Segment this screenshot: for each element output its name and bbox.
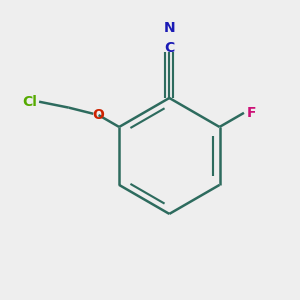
Text: N: N [164,21,175,35]
Text: O: O [93,108,104,122]
Text: F: F [246,106,256,120]
Text: Cl: Cl [23,95,38,109]
Text: C: C [164,41,174,55]
